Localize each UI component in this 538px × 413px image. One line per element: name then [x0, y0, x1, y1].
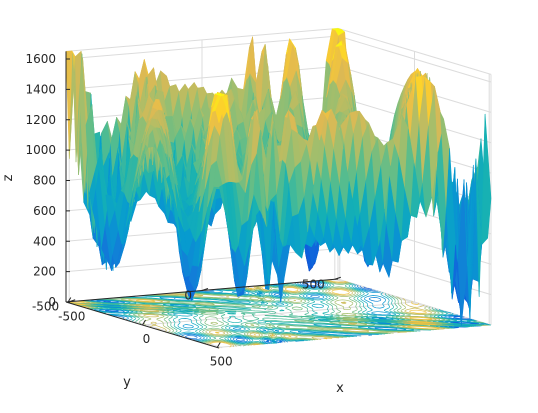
- x-axis-label: x: [336, 381, 344, 396]
- z-tick-label: 1400: [25, 82, 56, 96]
- z-tick-label: 600: [33, 204, 56, 218]
- y-tick-mark: [334, 276, 341, 280]
- z-tick-label: 1000: [25, 143, 56, 157]
- y-tick-mark: [201, 288, 209, 291]
- x-tick-labels: -500 0 500: [58, 297, 233, 368]
- x-tick-label: 500: [210, 354, 233, 368]
- y-tick-label: -500: [32, 300, 59, 314]
- z-tick-label: 0: [48, 295, 56, 309]
- x-tick-mark: [142, 319, 146, 326]
- z-tick-label: 1200: [25, 113, 56, 127]
- z-tick-label: 800: [33, 174, 56, 188]
- y-tick-mark: [69, 299, 76, 303]
- surface-patch: [481, 113, 492, 245]
- z-tick-labels: 0 200 400 600 800 1000 1200 1400 1600: [25, 52, 70, 309]
- x-tick-mark: [216, 342, 221, 348]
- floor-contours: [66, 279, 491, 349]
- z-tick-label: 200: [33, 265, 56, 279]
- z-tick-label: 400: [33, 234, 56, 248]
- x-tick-label: 0: [143, 332, 151, 346]
- z-axis-label: z: [1, 174, 16, 181]
- y-axis-label: y: [123, 375, 131, 390]
- x-tick-mark: [67, 297, 72, 303]
- y-tick-label: 0: [184, 289, 192, 303]
- y-tick-label: 500: [302, 277, 325, 291]
- surface-mesh: [65, 28, 492, 326]
- z-tick-label: 1600: [25, 52, 56, 66]
- x-tick-label: -500: [58, 310, 85, 324]
